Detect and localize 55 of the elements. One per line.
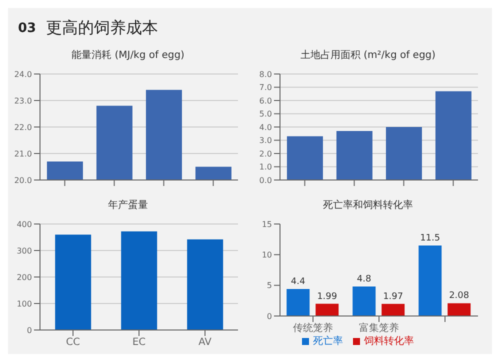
data-label: 4.8	[356, 274, 372, 285]
bar	[448, 303, 471, 316]
y-tick-label: 0	[266, 312, 272, 321]
y-tick-label: 23.0	[14, 96, 32, 106]
legend-label: 死亡率	[313, 336, 343, 347]
bar	[286, 289, 310, 316]
chart-title: 土地占用面积 (m²/kg of egg)	[299, 48, 437, 62]
y-tick-label: 22.0	[14, 122, 32, 132]
y-tick-label: 5.0	[259, 110, 272, 119]
data-label: 1.99	[317, 292, 338, 302]
y-tick-label: 100	[16, 299, 32, 308]
legend-label: 饲料转化率	[364, 336, 414, 347]
y-tick-label: 3.0	[259, 136, 272, 146]
bar	[382, 304, 405, 316]
bar	[55, 234, 92, 330]
bar	[187, 239, 224, 330]
bar	[418, 245, 442, 316]
x-tick-label: EC	[132, 337, 146, 348]
bar	[386, 127, 422, 180]
y-tick-label: 21.0	[14, 149, 32, 158]
text: 03	[18, 20, 36, 36]
y-tick-label: 0.0	[259, 176, 272, 185]
bar	[316, 304, 339, 316]
y-tick-label: 6.0	[259, 96, 272, 106]
y-tick-label: 15	[262, 220, 272, 229]
bar	[336, 130, 372, 180]
data-label: 2.08	[449, 291, 470, 302]
y-tick-label: 1.0	[259, 162, 272, 172]
data-label: 11.5	[420, 233, 440, 244]
y-tick-label: 20.0	[14, 176, 32, 185]
chart-title: 能量消耗 (MJ/kg of egg)	[70, 48, 186, 62]
y-tick-label: 300	[16, 246, 32, 256]
x-tick-label: CC	[66, 337, 80, 348]
chart-title: 死亡率和饲料转化率	[322, 198, 414, 212]
bar	[121, 231, 158, 330]
bar	[286, 136, 323, 180]
y-tick-label: 200	[16, 272, 32, 282]
y-tick-label: 2.0	[259, 149, 272, 158]
y-tick-label: 24.0	[14, 70, 32, 79]
y-tick-label: 10	[262, 250, 272, 260]
x-tick-label: AV	[198, 337, 212, 348]
y-tick-label: 400	[16, 220, 32, 229]
bar	[352, 286, 376, 316]
y-tick-label: 4.0	[259, 122, 272, 132]
y-tick-label: 8.0	[259, 70, 272, 79]
data-label: 4.4	[290, 277, 306, 288]
y-tick-label: 5	[266, 281, 272, 290]
data-label: 1.97	[383, 292, 404, 302]
x-tick-label: 富集笼养	[359, 322, 399, 334]
y-tick-label: 0	[26, 326, 32, 335]
text: 更高的饲养成本	[46, 18, 158, 38]
bar	[435, 91, 472, 180]
chart-title: 年产蛋量	[107, 198, 149, 212]
x-tick-label: 传统笼养	[293, 322, 333, 334]
y-tick-label: 7.0	[259, 83, 272, 92]
